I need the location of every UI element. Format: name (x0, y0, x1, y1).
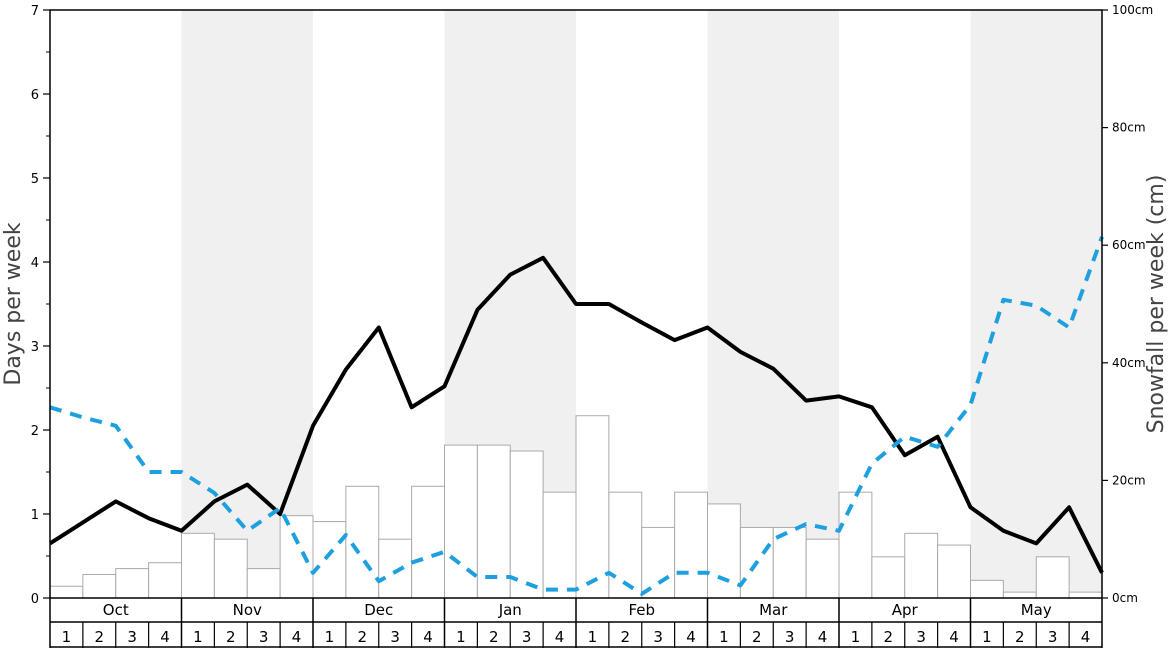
shade-nov (181, 10, 313, 598)
snowfall-bar (82, 573, 117, 599)
week-label: 2 (226, 628, 236, 646)
snowfall-bar (772, 526, 807, 599)
week-label: 2 (489, 628, 499, 646)
snowfall-bar (904, 532, 939, 599)
week-label: 1 (456, 628, 466, 646)
week-label: 1 (851, 628, 861, 646)
day-lines (48, 236, 1104, 596)
week-label: 2 (358, 628, 368, 646)
week-label: 1 (588, 628, 598, 646)
left-axis-title: Days per week (1, 222, 26, 385)
month-label: Oct (103, 601, 129, 619)
snowfall-bar (49, 585, 84, 599)
week-label: 3 (653, 628, 663, 646)
snowfall-bar (345, 485, 380, 599)
right-axis: 0cm 20cm 40cm 60cm 80cm 100cm (1102, 3, 1153, 605)
week-label: 3 (127, 628, 137, 646)
month-label: Mar (759, 601, 788, 619)
snowfall-bar (707, 503, 741, 599)
week-label: 1 (325, 628, 335, 646)
week-label: 1 (193, 628, 203, 646)
right-tick-label: 80cm (1112, 121, 1146, 135)
month-label: Feb (628, 601, 655, 619)
week-label: 4 (555, 628, 565, 646)
right-tick-label: 20cm (1112, 473, 1146, 487)
right-tick-label: 40cm (1112, 356, 1146, 370)
week-label: 1 (982, 628, 992, 646)
snowfall-bar (641, 526, 676, 599)
week-label: 3 (1048, 628, 1058, 646)
week-label: 3 (390, 628, 400, 646)
week-label: 2 (95, 628, 105, 646)
snowfall-bar (411, 485, 445, 599)
snowfall-bar (476, 444, 511, 599)
right-tick-label: 60cm (1112, 238, 1146, 252)
snowfall-bar (838, 491, 873, 599)
week-label: 2 (752, 628, 762, 646)
month-label: Apr (892, 601, 919, 619)
left-axis: 0 1 2 3 4 5 6 7 (31, 4, 50, 607)
week-label: 3 (785, 628, 795, 646)
snowfall-bar (1035, 556, 1070, 599)
snowfall-bar (181, 532, 215, 599)
week-label: 2 (621, 628, 631, 646)
snowfall-bar (674, 491, 708, 599)
week-label: 4 (160, 628, 170, 646)
snowfall-bar (115, 568, 150, 599)
snowfall-bar (246, 568, 281, 599)
snowfall-bar (608, 491, 643, 599)
left-tick-label: 7 (31, 4, 39, 19)
right-tick-label: 0cm (1112, 591, 1138, 605)
week-label: 3 (522, 628, 532, 646)
right-tick-label: 100cm (1112, 3, 1153, 17)
week-label: 1 (62, 628, 72, 646)
week-label: 3 (916, 628, 926, 646)
shade-mar (707, 10, 839, 598)
snowfall-bar (970, 579, 1004, 599)
month-label: Dec (364, 601, 393, 619)
month-label: Jan (498, 601, 522, 619)
left-tick-label: 3 (31, 340, 39, 355)
snowfall-bar (575, 415, 610, 599)
week-label: 4 (818, 628, 828, 646)
week-label: 4 (1081, 628, 1091, 646)
snowfall-bar (213, 538, 248, 599)
month-shading (181, 10, 1102, 598)
snowfall-bar (805, 538, 840, 599)
month-axis: Oct 1 2 3 4 Nov 1 2 3 4 Dec 1 2 3 4 Jan 1 2 3 4 Feb 1 2 3 4 Mar 1 2… (49, 598, 1103, 648)
snowfall-bar (312, 521, 347, 599)
shade-may (970, 10, 1102, 598)
left-tick-label: 6 (31, 88, 39, 103)
snowfall-bar (542, 491, 577, 599)
week-label: 4 (292, 628, 302, 646)
right-axis-title: Snowfall per week (cm) (1144, 175, 1168, 434)
snowfall-bar (148, 562, 182, 599)
week-label: 2 (884, 628, 894, 646)
snowfall-bar (509, 450, 544, 599)
week-label: 4 (949, 628, 959, 646)
snowfall-bar (937, 544, 971, 599)
left-tick-label: 0 (31, 592, 39, 607)
snowfall-bar (871, 556, 906, 599)
snowfall-bar (279, 515, 314, 599)
left-tick-label: 2 (31, 424, 39, 439)
snowfall-bar (378, 538, 413, 599)
left-tick-label: 5 (31, 172, 39, 187)
dashed-blue-line (49, 236, 1104, 596)
snowfall-bars (49, 415, 1103, 599)
week-label: 4 (423, 628, 433, 646)
week-label: 1 (719, 628, 729, 646)
week-label: 4 (686, 628, 696, 646)
month-label: May (1021, 601, 1052, 619)
snowfall-bar (1068, 591, 1103, 599)
week-label: 3 (259, 628, 269, 646)
left-tick-label: 1 (31, 508, 39, 523)
left-tick-label: 4 (31, 256, 39, 271)
month-label: Nov (233, 601, 262, 619)
snowfall-bar (1002, 591, 1037, 599)
solid-black-line (48, 255, 1104, 574)
week-label: 2 (1015, 628, 1025, 646)
